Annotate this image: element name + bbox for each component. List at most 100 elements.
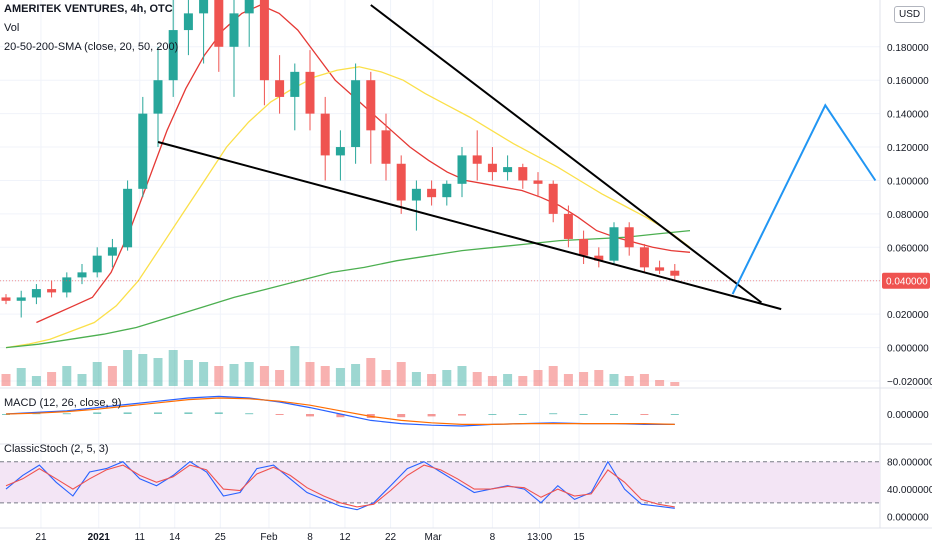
macd-pane (2, 395, 679, 427)
candle (503, 167, 513, 173)
volume-bar (609, 374, 619, 386)
volume-bar (457, 366, 467, 386)
sma-line (5, 229, 691, 349)
volume-bar (107, 366, 117, 386)
price-tag-label: 0.040000 (886, 277, 928, 288)
candle (1, 297, 11, 301)
candle (275, 80, 285, 97)
macd-histogram-bar (640, 414, 649, 415)
volume-bar (533, 370, 543, 386)
time-tick-label: 15 (573, 532, 585, 543)
volume-bar (244, 362, 254, 386)
volume-bar (670, 382, 680, 386)
candle (123, 188, 133, 248)
volume-bar (351, 364, 361, 386)
macd-histogram-bar (154, 412, 162, 414)
projection-path (731, 103, 877, 295)
volume-bar (16, 368, 26, 386)
volume-bar (518, 376, 528, 386)
time-axis[interactable]: 21 2021 11 14 25 Feb 8 12 22 Mar 8 13:00 15 (35, 532, 585, 543)
macd-histogram-bar (275, 414, 284, 415)
volume-bar (31, 376, 41, 386)
time-tick-label: 2021 (88, 532, 111, 543)
volume-bar (214, 366, 224, 386)
time-tick-label: 14 (169, 532, 181, 543)
candle (92, 255, 102, 273)
pane-dividers (0, 0, 932, 529)
stoch-band-fill (0, 461, 880, 503)
price-tick-label: −0.020000 (887, 377, 932, 388)
macd-histogram-bar (579, 414, 588, 415)
candle (229, 13, 239, 47)
candle (16, 297, 26, 301)
volume-bar (259, 366, 269, 386)
volume-bar (487, 376, 497, 386)
stoch-band (0, 461, 880, 504)
candle (320, 113, 330, 156)
candle (77, 272, 87, 278)
price-tick-label: 0.180000 (887, 43, 929, 54)
sma-line (36, 4, 691, 324)
volume-bar (442, 370, 452, 386)
macd-histogram-bar (62, 413, 71, 415)
candle (199, 0, 209, 14)
price-tick-label: 0.080000 (887, 210, 929, 221)
time-tick-label: 22 (385, 532, 397, 543)
time-tick-label: 21 (35, 532, 47, 543)
volume-bar (624, 376, 634, 386)
volume-bar (503, 374, 513, 386)
candle (411, 188, 421, 201)
candle (335, 147, 345, 156)
volume-bars (1, 346, 680, 386)
volume-bar (366, 358, 376, 386)
sma-overlays (5, 4, 691, 349)
macd-histogram-bar (458, 414, 466, 416)
candle (548, 183, 558, 214)
drawings[interactable] (157, 4, 877, 311)
candle (594, 255, 604, 261)
stoch-k-line (5, 460, 675, 511)
time-tick-label: Mar (425, 532, 443, 543)
candle (183, 13, 193, 31)
volume-bar (1, 374, 11, 386)
price-tick-label: 0.100000 (887, 176, 929, 187)
volume-bar (275, 370, 285, 386)
macd-histogram-bar (123, 412, 132, 414)
stoch-pane (5, 460, 675, 511)
candle (427, 188, 437, 198)
stoch-tick-label: 40.000000 (887, 485, 932, 496)
candle (624, 227, 634, 248)
candle (472, 155, 482, 164)
macd-legend: MACD (12, 26, close, 9) (4, 397, 122, 409)
macd-histogram-bar (214, 412, 223, 414)
macd-histogram-bar (2, 414, 10, 415)
candle (366, 80, 376, 131)
macd-histogram-bar (336, 414, 345, 418)
volume-bar (153, 358, 163, 386)
volume-bar (229, 364, 239, 386)
volume-bar (579, 372, 589, 386)
price-tick-label: 0.000000 (887, 344, 929, 355)
candle (609, 227, 619, 261)
candle (655, 267, 665, 271)
candle (305, 71, 315, 114)
volume-bar (427, 374, 437, 386)
stoch-d-line (5, 464, 675, 508)
candle (31, 289, 41, 298)
candle (62, 277, 72, 293)
candle (290, 71, 300, 97)
time-tick-label: 25 (215, 532, 227, 543)
candle (244, 0, 254, 14)
candle (259, 0, 269, 81)
currency-button[interactable]: USD (894, 6, 926, 23)
stoch-legend: ClassicStoch (2, 5, 3) (4, 443, 109, 455)
volume-bar (594, 370, 604, 386)
stoch-tick-label: 0.000000 (887, 513, 929, 524)
candle (518, 167, 528, 181)
candle (639, 247, 649, 268)
candle (563, 213, 573, 239)
time-tick-label: 11 (135, 532, 146, 543)
volume-bar (168, 350, 178, 386)
price-tick-label: 0.060000 (887, 243, 929, 254)
